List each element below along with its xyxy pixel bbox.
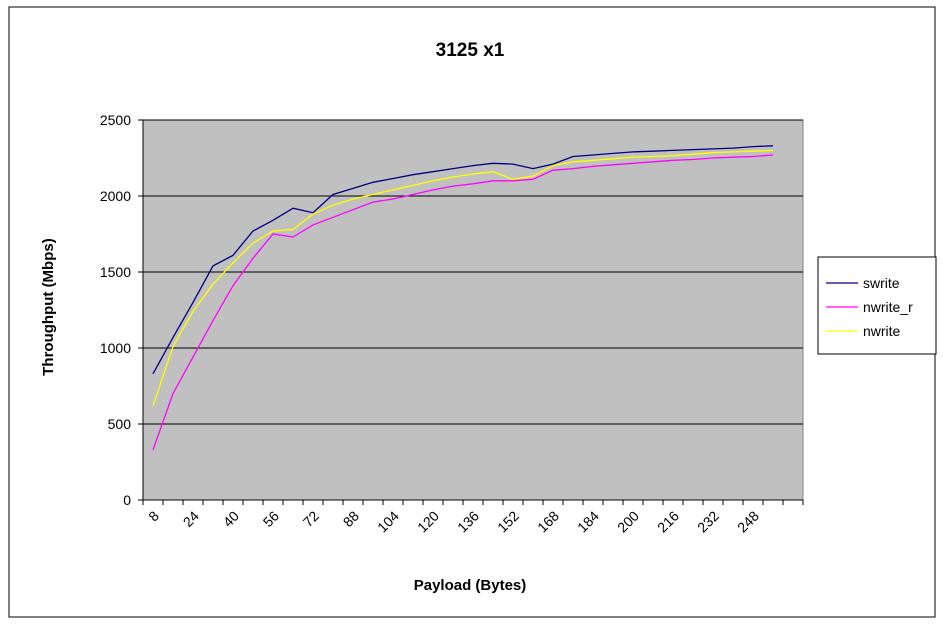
y-axis: 0 500 1000 1500 2000 2500 bbox=[100, 112, 144, 508]
y-axis-title: Throughput (Mbps) bbox=[40, 238, 57, 375]
y-tick-label: 0 bbox=[123, 492, 131, 508]
y-tick-label: 500 bbox=[108, 416, 132, 432]
legend-label-nwrite-r: nwrite_r bbox=[863, 299, 913, 315]
series-line-nwrite-r bbox=[152, 154, 774, 451]
gridlines bbox=[143, 119, 803, 425]
series-line-swrite bbox=[152, 145, 774, 375]
y-tick-label: 2500 bbox=[100, 112, 131, 128]
legend-label-swrite: swrite bbox=[863, 275, 900, 291]
x-axis-title: Payload (Bytes) bbox=[414, 577, 527, 594]
series-line-nwrite bbox=[152, 149, 774, 407]
legend-box bbox=[817, 256, 937, 355]
series-lines bbox=[152, 145, 774, 451]
chart-title: 3125 x1 bbox=[436, 40, 505, 61]
y-tick-label: 2000 bbox=[100, 188, 131, 204]
plot-area bbox=[142, 119, 804, 501]
y-tick-label: 1000 bbox=[100, 340, 131, 356]
legend-label-nwrite: nwrite bbox=[863, 323, 901, 339]
y-tick-label: 1500 bbox=[100, 264, 131, 280]
